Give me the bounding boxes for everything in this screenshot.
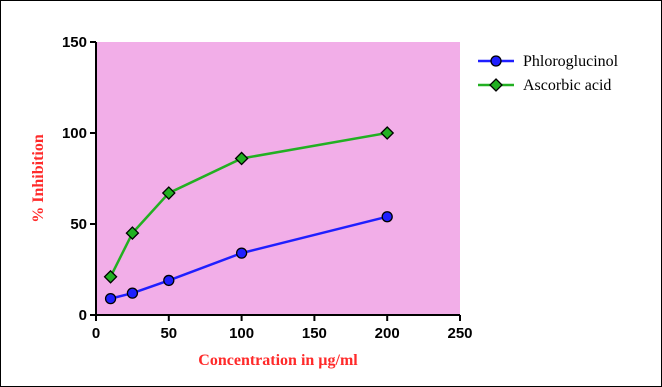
x-axis-title: Concentration in µg/ml bbox=[198, 352, 358, 369]
y-tick-label-0: 0 bbox=[79, 307, 87, 324]
x-tick-label-0: 0 bbox=[92, 325, 100, 342]
y-tick-label-150: 150 bbox=[62, 34, 87, 51]
series-layer bbox=[103, 126, 395, 305]
legend: Phloroglucinol Ascorbic acid bbox=[478, 53, 619, 94]
x-tick-label-150: 150 bbox=[302, 325, 327, 342]
legend-marker-1 bbox=[489, 78, 503, 92]
x-tick-label-50: 50 bbox=[160, 325, 177, 342]
data-point-0-2 bbox=[163, 274, 175, 287]
data-point-1-3 bbox=[234, 151, 249, 166]
series-1 bbox=[103, 126, 395, 284]
axes-layer: 0 50 100 150 200 250 0 50 100 150 bbox=[62, 34, 473, 342]
data-point-1-0 bbox=[103, 269, 118, 284]
x-tick-label-200: 200 bbox=[375, 325, 400, 342]
legend-item-0: Phloroglucinol bbox=[478, 53, 619, 70]
x-tick-label-250: 250 bbox=[447, 325, 472, 342]
data-point-0-1 bbox=[126, 287, 139, 299]
data-point-1-2 bbox=[161, 186, 176, 200]
legend-label-1: Ascorbic acid bbox=[523, 77, 611, 94]
legend-item-1: Ascorbic acid bbox=[478, 77, 611, 94]
y-tick-label-100: 100 bbox=[62, 125, 87, 142]
data-point-0-4 bbox=[381, 211, 393, 223]
x-tick-label-100: 100 bbox=[229, 325, 254, 342]
data-point-0-0 bbox=[104, 292, 117, 305]
data-point-0-3 bbox=[235, 247, 248, 259]
legend-marker-0 bbox=[490, 55, 502, 67]
y-tick-label-50: 50 bbox=[70, 216, 87, 233]
legend-label-0: Phloroglucinol bbox=[523, 53, 619, 70]
data-point-1-4 bbox=[380, 126, 395, 140]
series-0 bbox=[104, 211, 393, 305]
data-point-1-1 bbox=[125, 226, 140, 241]
plot-area bbox=[96, 42, 460, 315]
y-axis-title: % Inhibition bbox=[30, 134, 47, 223]
